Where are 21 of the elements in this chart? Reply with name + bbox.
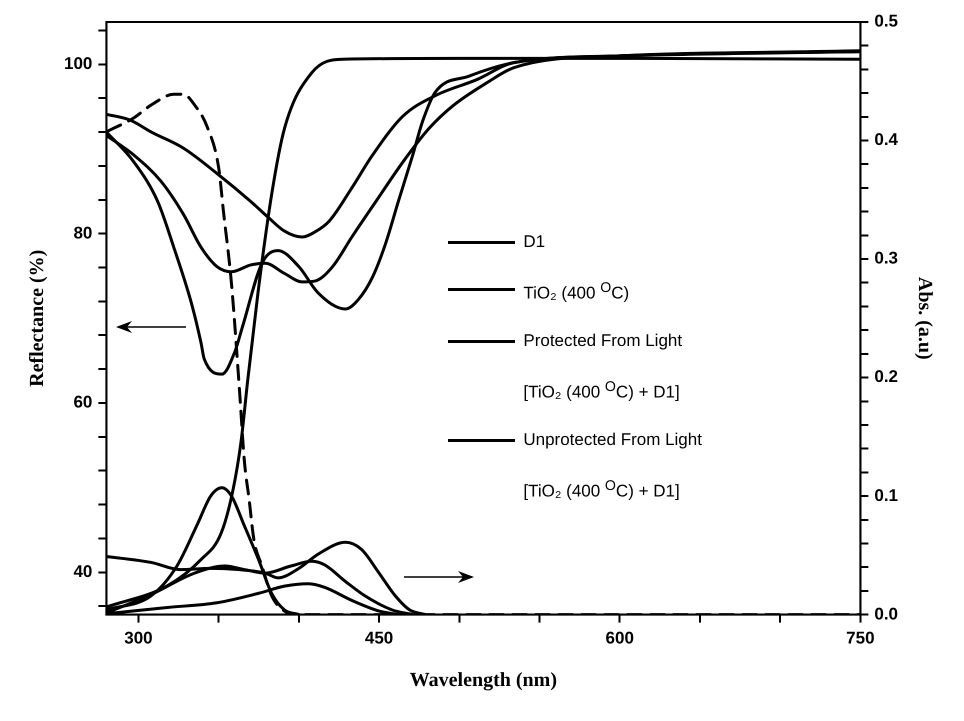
y2-tick-label: 0.1: [874, 486, 898, 505]
x-axis-title: Wavelength (nm): [410, 669, 557, 692]
x-tick-label: 300: [124, 628, 153, 648]
y2-tick-label: 0.0: [874, 604, 898, 624]
y2-axis-title: Abs. (a.u): [914, 276, 936, 360]
x-tick-label: 750: [846, 628, 875, 648]
y2-tick-label: 0.3: [874, 248, 898, 268]
y-tick-label: 40: [73, 562, 92, 581]
y-axis-title: Reflectance (%): [26, 250, 48, 387]
legend-label: D1: [523, 231, 546, 254]
y-tick-label: 100: [64, 54, 92, 74]
y-tick-label: 60: [73, 392, 92, 412]
x-tick-label: 600: [606, 628, 634, 648]
y-tick-label: 80: [73, 223, 92, 242]
text: Protected From Light [TiO₂ (400 $^{O}$C) + D1]: [523, 330, 682, 402]
legend-label: TiO₂ (400 $^{O}$C): [523, 279, 630, 305]
y2-tick-label: 0.2: [874, 367, 898, 386]
y2-tick-label: 0.4: [874, 130, 899, 150]
x-tick-label: 450: [364, 628, 394, 648]
text: Unprotected From Light [TiO₂ (400 $^{O}$C) + D1]: [523, 430, 702, 500]
y2-tick-label: 0.5: [874, 12, 898, 31]
